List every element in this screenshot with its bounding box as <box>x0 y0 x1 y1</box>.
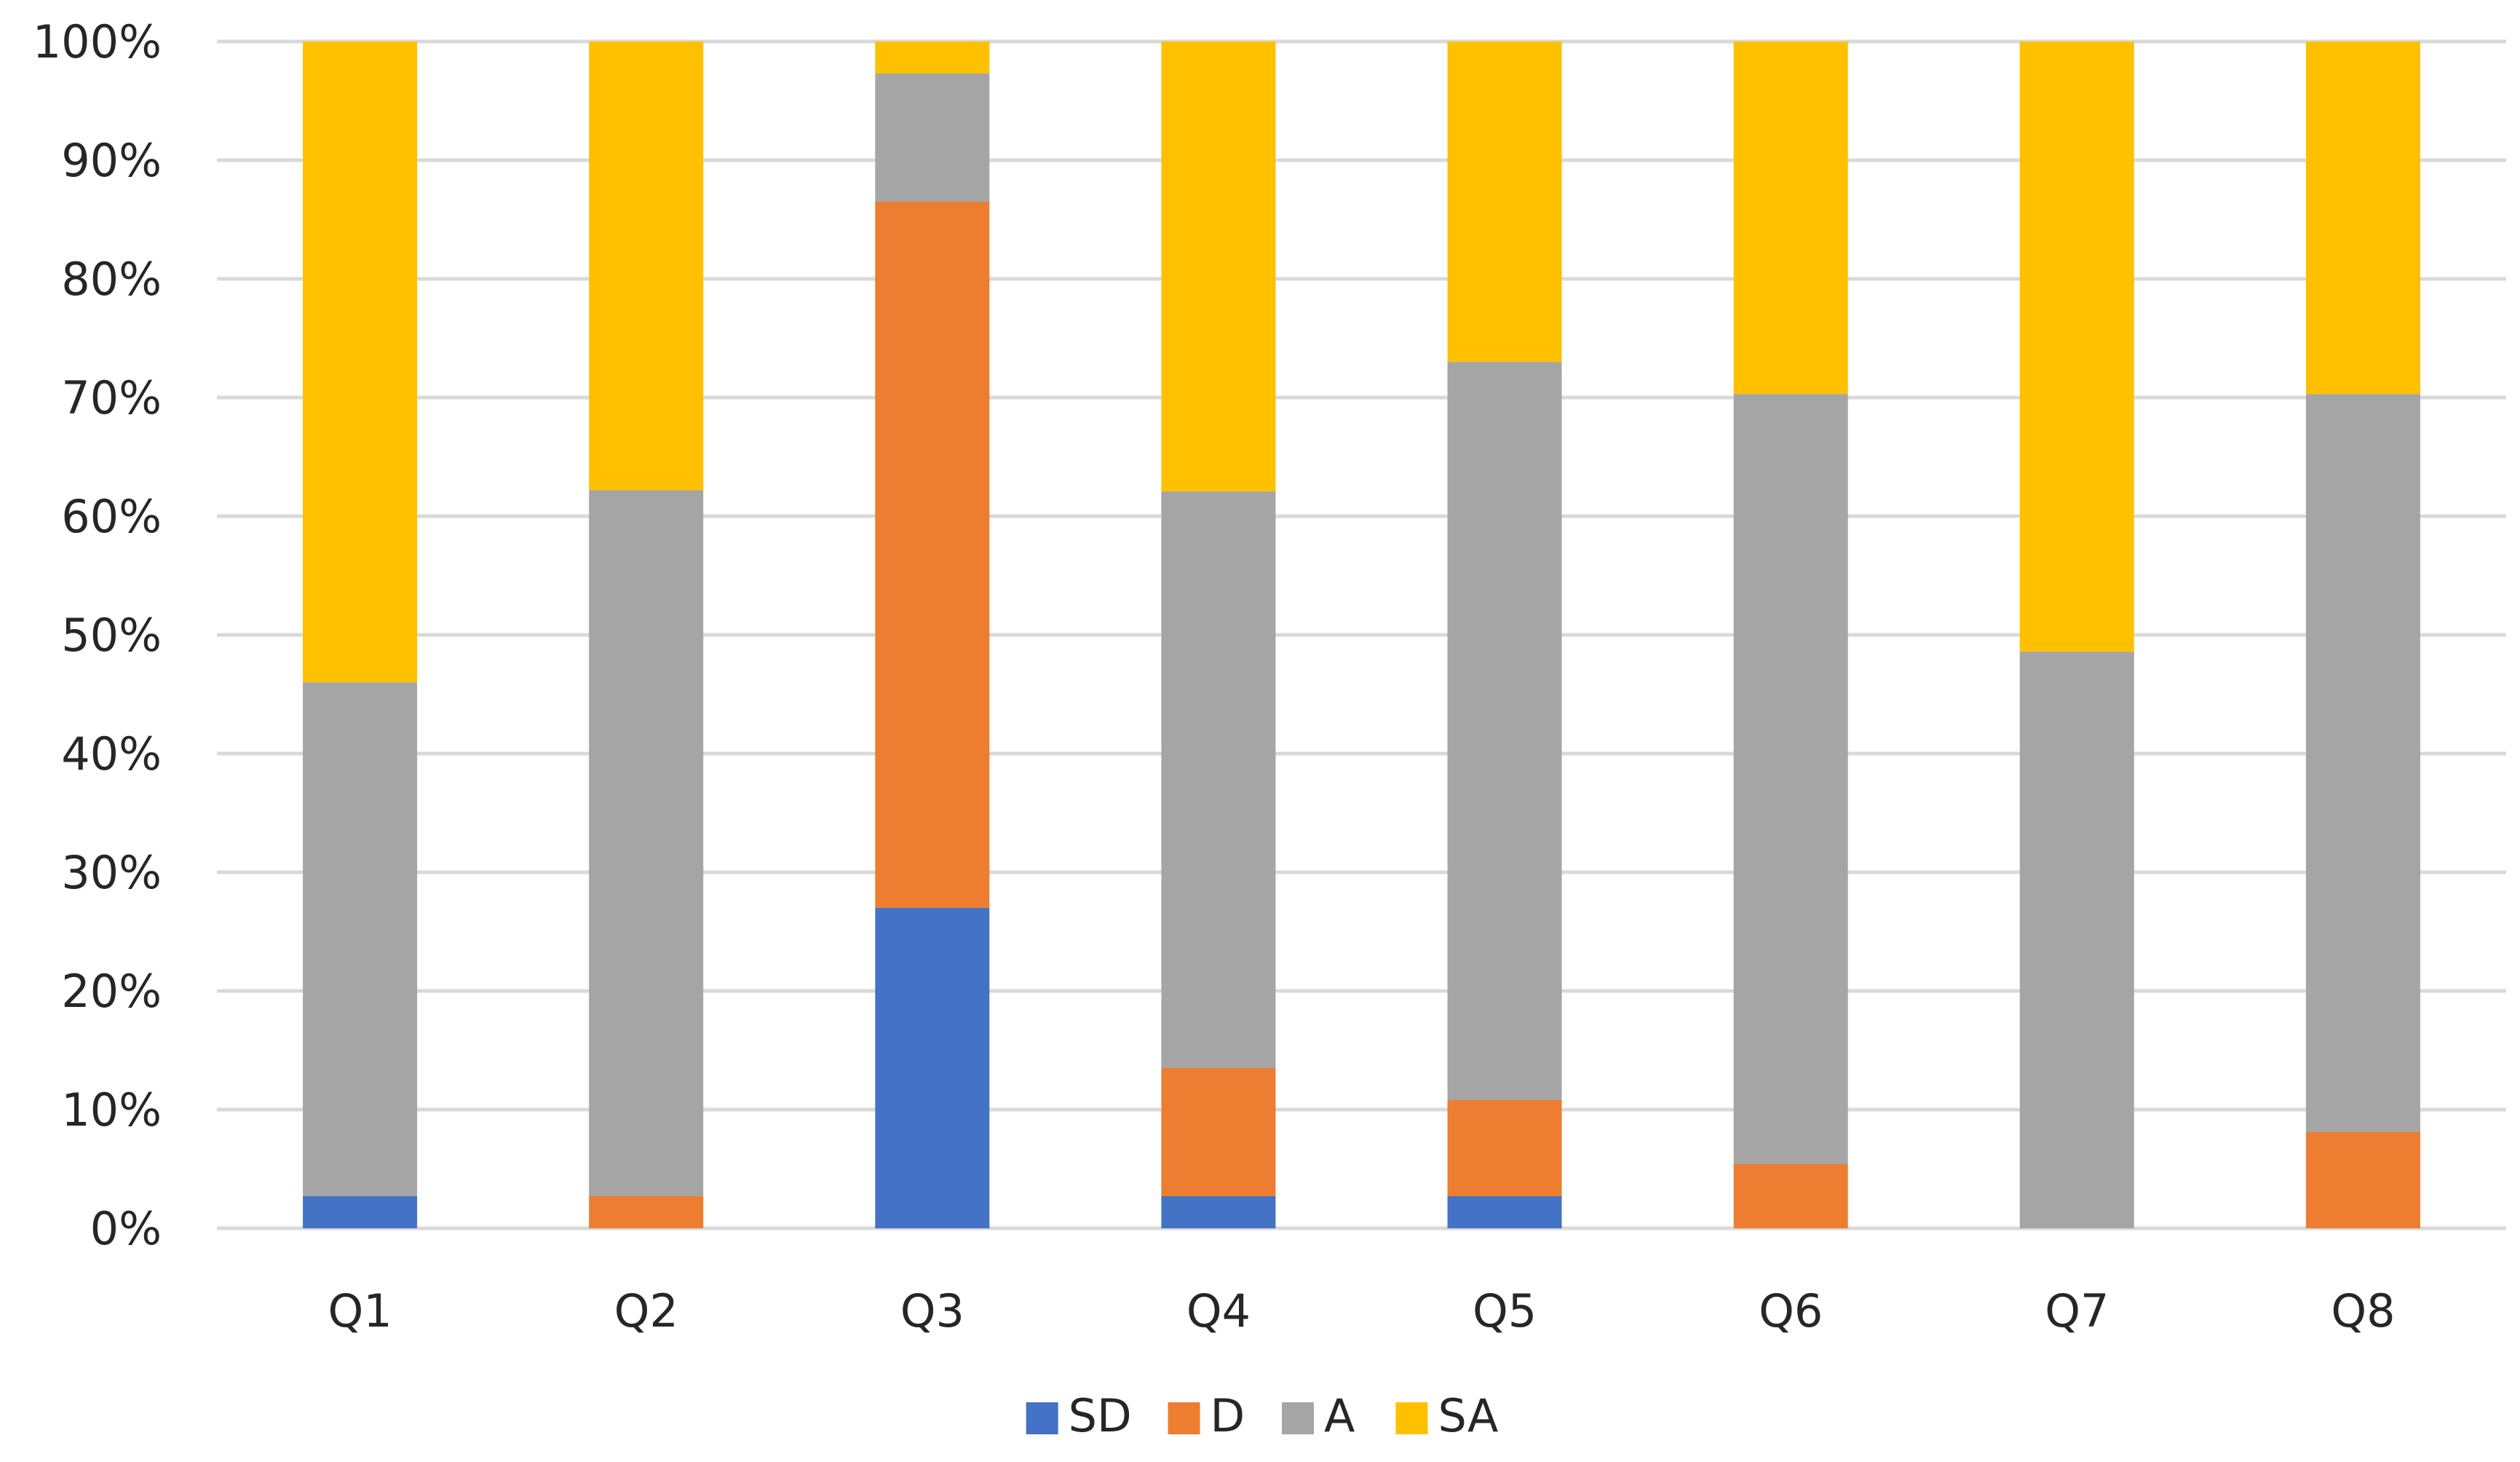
bar-q2-sa <box>589 42 704 491</box>
legend-label: SD <box>1069 1389 1132 1442</box>
bar-q8-sa <box>2305 42 2420 395</box>
y-tick-label: 40% <box>61 727 162 781</box>
y-tick-label: 90% <box>61 134 162 187</box>
legend-label: A <box>1324 1389 1355 1442</box>
y-tick-label: 30% <box>61 846 162 899</box>
bar-q4-d <box>1161 1067 1276 1196</box>
x-tick-label: Q4 <box>1186 1284 1251 1337</box>
legend-item-a: A <box>1282 1389 1355 1442</box>
legend-swatch <box>1282 1402 1314 1434</box>
bar-q2-d <box>589 1196 704 1228</box>
x-tick-label: Q7 <box>2045 1284 2109 1337</box>
y-tick-label: 80% <box>61 253 162 306</box>
x-axis-tick-labels: Q1 Q2 Q3 Q4 Q5 Q6 Q7 Q8 <box>328 1284 2395 1337</box>
bar-q3-sd <box>875 907 990 1228</box>
x-tick-label: Q3 <box>900 1284 964 1337</box>
y-tick-label: 10% <box>61 1083 162 1137</box>
bar-q5-sd <box>1447 1196 1562 1228</box>
bar-q8-d <box>2305 1131 2420 1228</box>
legend-label: D <box>1211 1389 1245 1442</box>
bar-q3-d <box>875 202 990 908</box>
bar-q5-a <box>1447 362 1562 1100</box>
y-tick-label: 60% <box>61 490 162 543</box>
bar-q1-sa <box>303 42 418 683</box>
y-tick-label: 70% <box>61 371 162 424</box>
bar-q4-sa <box>1161 42 1276 491</box>
legend-swatch <box>1168 1402 1200 1434</box>
bar-q4-a <box>1161 491 1276 1068</box>
x-tick-label: Q5 <box>1473 1284 1537 1337</box>
y-tick-label: 0% <box>90 1202 162 1255</box>
y-tick-label: 100% <box>33 15 162 68</box>
bar-q7-sa <box>2019 42 2134 652</box>
bar-q5-sa <box>1447 42 1562 363</box>
bar-q3-sa <box>875 42 990 74</box>
x-tick-label: Q1 <box>328 1284 392 1337</box>
legend-item-sd: SD <box>1026 1389 1132 1442</box>
bar-q2-a <box>589 490 704 1196</box>
bar-q6-sa <box>1733 42 1848 395</box>
x-tick-label: Q2 <box>614 1284 678 1337</box>
bar-q1-sd <box>303 1196 418 1228</box>
gridlines <box>217 39 2506 1230</box>
bar-q1-a <box>303 682 418 1196</box>
legend-item-sa: SA <box>1395 1389 1498 1442</box>
legend-item-d: D <box>1168 1389 1245 1442</box>
legend-swatch <box>1395 1402 1428 1434</box>
y-tick-label: 20% <box>61 965 162 1018</box>
bars <box>303 42 2420 1228</box>
bar-q6-a <box>1733 394 1848 1164</box>
y-tick-label: 50% <box>61 609 162 662</box>
y-axis-tick-labels: 0% 10% 20% 30% 40% 50% 60% 70% 80% 90% 100% <box>33 15 162 1255</box>
legend-label: SA <box>1438 1389 1498 1442</box>
legend-swatch <box>1026 1402 1058 1434</box>
bar-q3-a <box>875 74 990 202</box>
bar-q7-a <box>2019 651 2134 1228</box>
bar-q6-d <box>1733 1163 1848 1228</box>
bar-q4-sd <box>1161 1196 1276 1228</box>
bar-q8-a <box>2305 394 2420 1132</box>
x-tick-label: Q8 <box>2331 1284 2395 1337</box>
legend: SD D A SA <box>1026 1389 1498 1442</box>
bar-q5-d <box>1447 1099 1562 1196</box>
x-tick-label: Q6 <box>1759 1284 1823 1337</box>
